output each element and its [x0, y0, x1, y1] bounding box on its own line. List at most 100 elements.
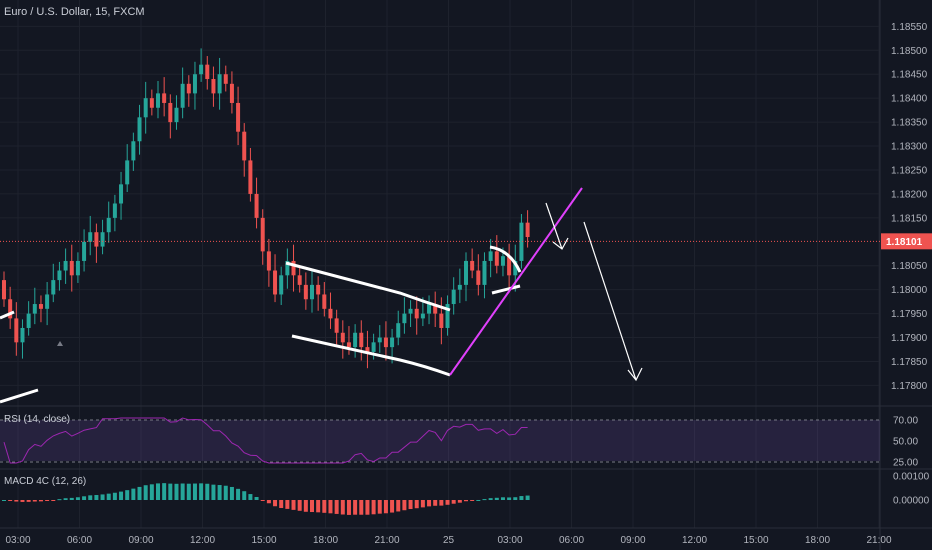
macd-bar — [106, 493, 111, 500]
macd-bar — [2, 500, 6, 501]
candle-body — [205, 64, 210, 80]
candle-body — [186, 83, 191, 94]
chart-title: Euro / U.S. Dollar, 15, FXCM — [4, 6, 145, 18]
candle-body — [464, 260, 468, 285]
candle-body — [408, 308, 413, 314]
macd-bar — [488, 498, 493, 500]
macd-bar — [322, 500, 327, 513]
candle-body — [63, 260, 68, 271]
candle-body — [51, 280, 56, 295]
macd-bar — [445, 500, 450, 505]
macd-title: MACD 4C (12, 26) — [4, 476, 87, 487]
macd-bar — [334, 500, 339, 514]
candle-body — [217, 74, 222, 94]
arrow-down-large — [583, 221, 643, 382]
x-tick-label: 18:00 — [805, 535, 830, 546]
candle-body — [439, 313, 444, 328]
macd-bar — [38, 500, 43, 502]
candle-body — [346, 342, 351, 348]
macd-bar — [149, 484, 154, 500]
y-tick-label: 1.18300 — [891, 142, 928, 153]
curve-bottom — [491, 284, 521, 295]
candle-body — [451, 289, 456, 305]
y-tick-label: 1.18200 — [891, 189, 928, 200]
macd-bar — [494, 497, 499, 500]
x-tick-label: 03:00 — [5, 535, 30, 546]
macd-bar — [291, 500, 296, 510]
candle-body — [310, 284, 314, 300]
macd-bar — [26, 500, 31, 502]
macd-bar — [414, 500, 419, 509]
macd-bar — [100, 494, 105, 500]
macd-bar — [273, 500, 278, 507]
macd-bar — [14, 500, 19, 502]
candle-body — [137, 117, 142, 142]
macd-bar — [205, 483, 210, 500]
rsi-level-label: 25.00 — [893, 458, 918, 469]
y-tick-label: 1.18350 — [891, 118, 928, 129]
candle-body — [82, 241, 87, 261]
macd-bar — [383, 500, 388, 514]
candle-body — [131, 141, 136, 161]
macd-bar — [482, 499, 487, 501]
macd-bar — [192, 483, 197, 500]
candle-body — [180, 83, 185, 108]
y-tick-label: 1.18050 — [891, 261, 928, 272]
macd-bar — [63, 498, 68, 500]
x-tick-label: 06:00 — [559, 535, 584, 546]
macd-bar — [168, 483, 173, 500]
candle-body — [119, 184, 124, 204]
macd-bar — [131, 488, 136, 500]
y-tick-label: 1.18000 — [891, 285, 928, 296]
candle-body — [322, 294, 327, 309]
macd-bar — [420, 500, 425, 508]
candle-body — [26, 313, 31, 328]
macd-bar — [82, 496, 87, 500]
macd-bar — [427, 500, 432, 507]
macd-bar — [513, 497, 518, 500]
candle-body — [125, 160, 130, 185]
y-tick-label: 1.18450 — [891, 70, 928, 81]
macd-bar — [125, 490, 130, 500]
macd-bar — [260, 500, 265, 501]
x-tick-label: 03:00 — [497, 535, 522, 546]
macd-bar — [174, 483, 179, 500]
macd-bar — [229, 486, 234, 500]
macd-bar — [464, 500, 468, 502]
candle-body — [328, 308, 333, 319]
rsi-line — [3, 417, 528, 464]
macd-bar — [266, 500, 271, 504]
candle-body — [433, 304, 438, 314]
macd-bar — [451, 500, 456, 504]
candle-body — [476, 270, 481, 285]
candle-body — [482, 260, 487, 285]
rsi-title: RSI (14, close) — [4, 414, 71, 425]
macd-bar — [500, 497, 505, 500]
candle-body — [192, 74, 197, 94]
drawing-stroke — [0, 388, 39, 404]
macd-bar — [8, 500, 13, 501]
candle-body — [297, 275, 302, 285]
macd-bar — [297, 500, 302, 511]
candle-body — [445, 304, 450, 328]
macd-bar — [303, 500, 308, 512]
candle-body — [371, 342, 376, 352]
macd-bar — [328, 500, 333, 514]
candle-body — [365, 347, 370, 352]
macd-bar — [439, 500, 444, 506]
candle-body — [236, 102, 241, 132]
channel-upper — [285, 261, 451, 312]
candle-body — [242, 131, 247, 161]
candle-body — [94, 232, 99, 247]
macd-bar — [162, 483, 167, 500]
macd-bar — [402, 500, 407, 511]
x-tick-label: 25 — [443, 535, 455, 546]
candle-body — [266, 251, 271, 271]
last-price-badge — [881, 233, 932, 250]
y-tick-label: 1.18250 — [891, 165, 928, 176]
candle-body — [38, 304, 43, 309]
drawing-stroke — [0, 310, 15, 320]
macd-bar — [69, 497, 74, 500]
candle-body — [402, 313, 407, 324]
